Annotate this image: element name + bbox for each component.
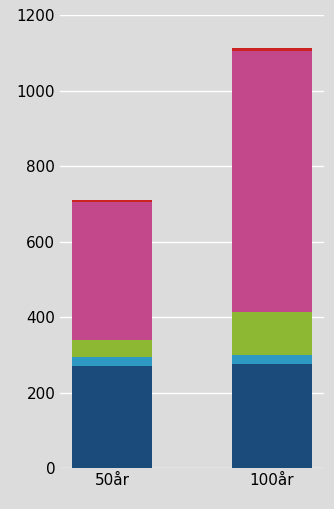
Bar bbox=[232, 312, 312, 355]
Bar bbox=[72, 340, 152, 357]
Bar bbox=[232, 48, 312, 51]
Bar bbox=[72, 366, 152, 468]
Bar bbox=[232, 51, 312, 312]
Bar bbox=[72, 202, 152, 340]
Bar bbox=[72, 357, 152, 366]
Bar bbox=[72, 200, 152, 202]
Bar bbox=[232, 355, 312, 364]
Bar bbox=[232, 364, 312, 468]
